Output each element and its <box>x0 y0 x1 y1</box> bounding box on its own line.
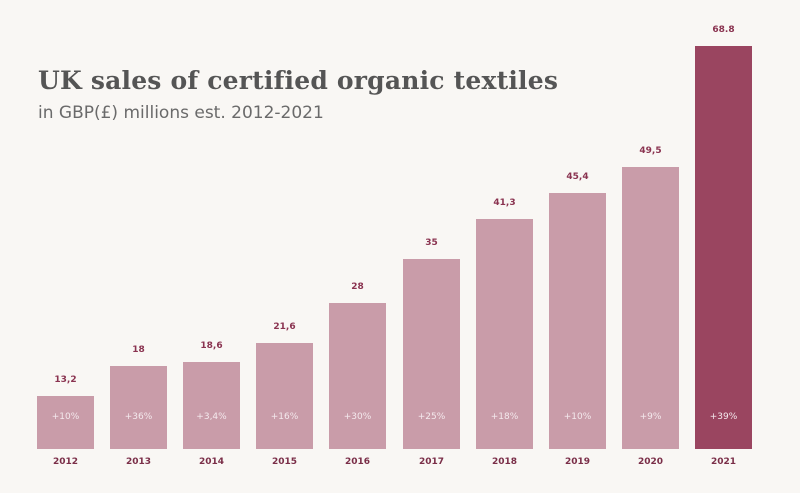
year-label: 2019 <box>564 457 591 467</box>
growth-label: +3,4% <box>196 412 227 422</box>
bar-2020 <box>622 167 679 449</box>
year-label: 2020 <box>637 457 664 467</box>
bar-2021 <box>695 45 752 449</box>
value-label: 35 <box>425 237 438 248</box>
growth-label: +39% <box>709 412 738 422</box>
growth-label: +16% <box>270 412 299 422</box>
value-label: 49,5 <box>639 146 662 157</box>
bar-2012 <box>37 395 94 449</box>
value-label: 41,3 <box>493 197 516 208</box>
bar-2015 <box>256 342 313 449</box>
bar-2019 <box>549 192 606 449</box>
year-label: 2013 <box>125 457 152 467</box>
bar-2013 <box>110 365 167 449</box>
growth-label: +36% <box>124 412 153 422</box>
year-label: 2014 <box>198 457 225 467</box>
value-label: 18 <box>132 344 145 355</box>
growth-label: +9% <box>639 412 662 422</box>
bar-2016 <box>329 302 386 449</box>
year-label: 2012 <box>52 457 79 467</box>
value-label: 68.8 <box>712 24 735 35</box>
value-label: 28 <box>351 281 364 292</box>
bar-2014 <box>183 361 240 449</box>
bar-2017 <box>403 258 460 449</box>
growth-label: +10% <box>51 412 80 422</box>
value-label: 13,2 <box>54 374 77 385</box>
chart-title: UK sales of certified organic textiles <box>38 66 559 95</box>
growth-label: +18% <box>490 412 519 422</box>
bar-2018 <box>476 218 533 449</box>
growth-label: +10% <box>563 412 592 422</box>
value-label: 21,6 <box>273 321 296 332</box>
year-label: 2017 <box>418 457 445 467</box>
chart-subtitle: in GBP(£) millions est. 2012-2021 <box>38 103 324 123</box>
year-label: 2018 <box>491 457 518 467</box>
growth-label: +25% <box>417 412 446 422</box>
year-label: 2016 <box>344 457 371 467</box>
growth-label: +30% <box>343 412 372 422</box>
value-label: 18,6 <box>200 340 223 351</box>
year-label: 2015 <box>271 457 298 467</box>
year-label: 2021 <box>710 457 737 467</box>
value-label: 45,4 <box>566 171 589 182</box>
